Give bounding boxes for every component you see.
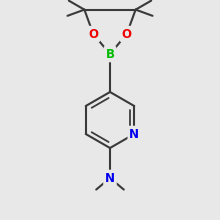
Text: O: O: [122, 28, 132, 40]
Text: B: B: [106, 48, 114, 60]
Text: N: N: [105, 172, 115, 185]
Text: O: O: [88, 28, 98, 40]
Text: N: N: [129, 128, 139, 141]
